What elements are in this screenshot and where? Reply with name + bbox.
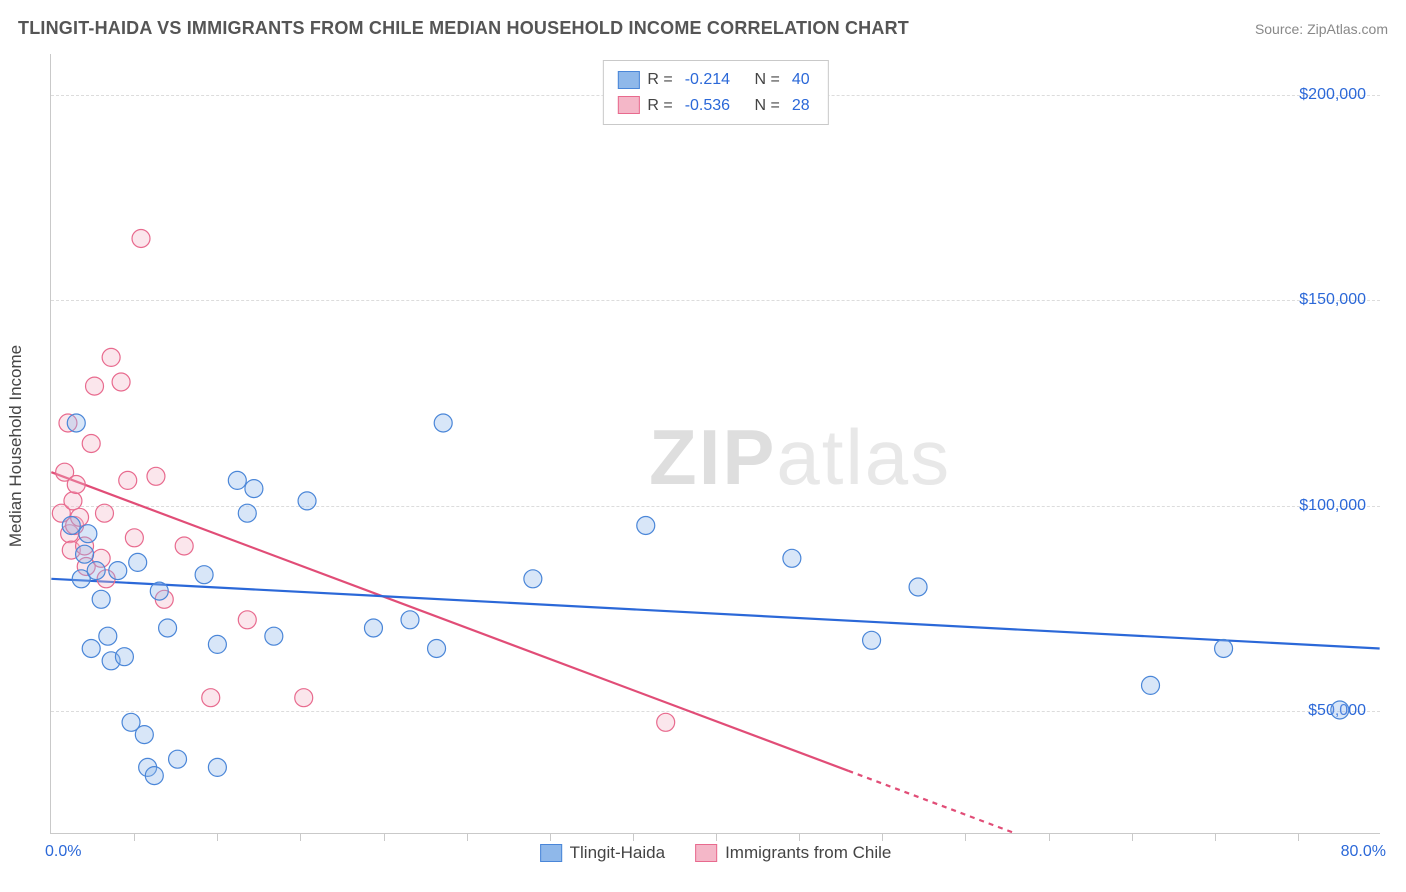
data-point-blue — [401, 611, 419, 629]
x-tick — [384, 833, 385, 841]
data-point-blue — [79, 525, 97, 543]
data-point-blue — [67, 414, 85, 432]
data-point-blue — [135, 726, 153, 744]
data-point-blue — [863, 631, 881, 649]
data-point-blue — [298, 492, 316, 510]
data-point-blue — [783, 549, 801, 567]
data-point-blue — [245, 480, 263, 498]
data-point-pink — [119, 471, 137, 489]
data-point-blue — [150, 582, 168, 600]
data-point-blue — [169, 750, 187, 768]
source-label: Source: ZipAtlas.com — [1255, 21, 1388, 37]
x-tick — [716, 833, 717, 841]
data-point-blue — [92, 590, 110, 608]
x-tick — [134, 833, 135, 841]
legend-item-pink: Immigrants from Chile — [695, 843, 891, 863]
data-point-pink — [147, 467, 165, 485]
x-tick — [467, 833, 468, 841]
data-point-pink — [295, 689, 313, 707]
r-value-pink: -0.536 — [685, 93, 730, 119]
n-label: N = — [755, 93, 780, 119]
x-tick — [217, 833, 218, 841]
x-axis-end: 80.0% — [1341, 843, 1386, 861]
swatch-pink — [617, 96, 639, 114]
legend-correlation-box: R = -0.214 N = 40 R = -0.536 N = 28 — [602, 60, 828, 125]
data-point-blue — [87, 562, 105, 580]
data-point-blue — [129, 553, 147, 571]
data-point-pink — [82, 435, 100, 453]
data-point-blue — [208, 758, 226, 776]
data-point-blue — [76, 545, 94, 563]
data-point-blue — [238, 504, 256, 522]
data-point-blue — [159, 619, 177, 637]
data-point-pink — [95, 504, 113, 522]
data-point-blue — [364, 619, 382, 637]
data-point-blue — [208, 635, 226, 653]
legend-label: Tlingit-Haida — [570, 843, 665, 863]
data-point-pink — [238, 611, 256, 629]
data-point-pink — [102, 348, 120, 366]
data-point-blue — [524, 570, 542, 588]
n-value-pink: 28 — [792, 93, 810, 119]
x-tick — [799, 833, 800, 841]
data-point-blue — [909, 578, 927, 596]
x-axis-start: 0.0% — [45, 843, 81, 861]
data-point-blue — [228, 471, 246, 489]
swatch-blue — [540, 844, 562, 862]
legend-row-blue: R = -0.214 N = 40 — [617, 67, 813, 93]
data-point-blue — [145, 767, 163, 785]
x-tick — [965, 833, 966, 841]
legend-row-pink: R = -0.536 N = 28 — [617, 93, 813, 119]
data-point-blue — [109, 562, 127, 580]
data-point-pink — [202, 689, 220, 707]
x-tick — [300, 833, 301, 841]
n-label: N = — [755, 67, 780, 93]
data-point-pink — [64, 492, 82, 510]
data-point-pink — [67, 476, 85, 494]
x-tick — [1049, 833, 1050, 841]
legend-label: Immigrants from Chile — [725, 843, 891, 863]
data-point-pink — [86, 377, 104, 395]
data-point-blue — [637, 517, 655, 535]
data-point-blue — [434, 414, 452, 432]
data-point-blue — [1331, 701, 1349, 719]
n-value-blue: 40 — [792, 67, 810, 93]
r-label: R = — [647, 93, 672, 119]
x-tick — [1132, 833, 1133, 841]
swatch-blue — [617, 71, 639, 89]
r-label: R = — [647, 67, 672, 93]
legend-bottom: Tlingit-Haida Immigrants from Chile — [540, 843, 892, 863]
data-point-blue — [82, 640, 100, 658]
data-point-pink — [112, 373, 130, 391]
x-tick — [550, 833, 551, 841]
data-point-pink — [125, 529, 143, 547]
data-point-pink — [175, 537, 193, 555]
plot-area: ZIPatlas R = -0.214 N = 40 R = -0.536 N … — [50, 54, 1380, 834]
r-value-blue: -0.214 — [685, 67, 730, 93]
y-axis-title: Median Household Income — [6, 345, 26, 547]
chart-title: TLINGIT-HAIDA VS IMMIGRANTS FROM CHILE M… — [18, 18, 909, 39]
data-point-pink — [132, 230, 150, 248]
x-tick — [1298, 833, 1299, 841]
scatter-points — [51, 54, 1380, 833]
data-point-blue — [62, 517, 80, 535]
data-point-blue — [428, 640, 446, 658]
data-point-blue — [99, 627, 117, 645]
data-point-blue — [265, 627, 283, 645]
data-point-blue — [115, 648, 133, 666]
data-point-blue — [1142, 676, 1160, 694]
legend-item-blue: Tlingit-Haida — [540, 843, 665, 863]
swatch-pink — [695, 844, 717, 862]
data-point-pink — [657, 713, 675, 731]
data-point-blue — [195, 566, 213, 584]
x-tick — [1215, 833, 1216, 841]
data-point-blue — [1215, 640, 1233, 658]
x-tick — [882, 833, 883, 841]
x-tick — [633, 833, 634, 841]
